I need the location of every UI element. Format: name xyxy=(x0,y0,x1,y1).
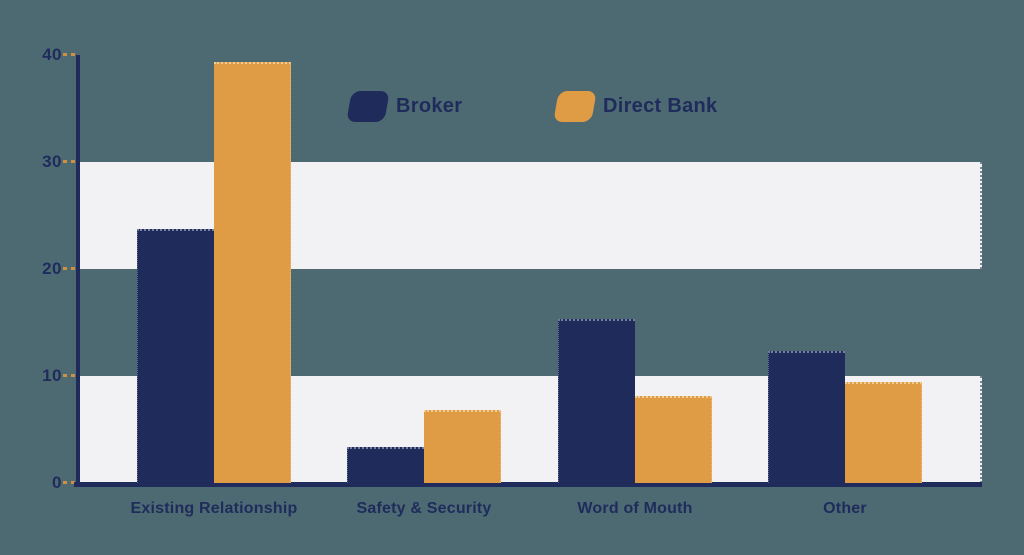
y-axis-line xyxy=(76,55,80,487)
y-axis-tick-mark-20 xyxy=(63,267,75,270)
broker-legend-label: Broker xyxy=(396,95,463,117)
legend-item-direct-bank: Direct Bank xyxy=(553,91,718,122)
bar-broker-other xyxy=(768,351,845,483)
direct-bank-legend-label: Direct Bank xyxy=(603,95,718,117)
y-axis-tick-mark-0 xyxy=(63,481,75,484)
bar-direct-bank-other xyxy=(845,382,922,483)
direct-bank-legend-swatch-icon xyxy=(553,91,597,122)
y-axis-tick-mark-30 xyxy=(63,160,75,163)
y-axis-tick-label-20: 20 xyxy=(42,259,62,278)
x-axis-line xyxy=(74,482,982,487)
y-axis-tick-mark-10 xyxy=(63,374,75,377)
category-label-other: Other xyxy=(823,500,867,517)
y-axis-tick-label-30: 30 xyxy=(42,152,62,171)
y-axis-tick-label-0: 0 xyxy=(52,473,62,492)
category-label-word-of-mouth: Word of Mouth xyxy=(577,500,693,517)
bar-broker-safety-security xyxy=(347,446,424,483)
category-label-safety-security: Safety & Security xyxy=(356,500,492,517)
legend-item-broker: Broker xyxy=(346,91,463,122)
broker-legend-swatch-icon xyxy=(346,91,390,122)
y-axis-tick-mark-40 xyxy=(63,53,75,56)
bar-broker-existing-relationship xyxy=(137,229,214,483)
bar-broker-word-of-mouth xyxy=(558,319,635,483)
bar-direct-bank-word-of-mouth xyxy=(635,396,712,483)
bar-direct-bank-existing-relationship xyxy=(214,62,291,483)
category-label-existing-relationship: Existing Relationship xyxy=(130,500,298,517)
bar-direct-bank-safety-security xyxy=(424,410,501,483)
y-axis-tick-label-10: 10 xyxy=(42,366,62,385)
y-axis-tick-label-40: 40 xyxy=(42,45,62,64)
